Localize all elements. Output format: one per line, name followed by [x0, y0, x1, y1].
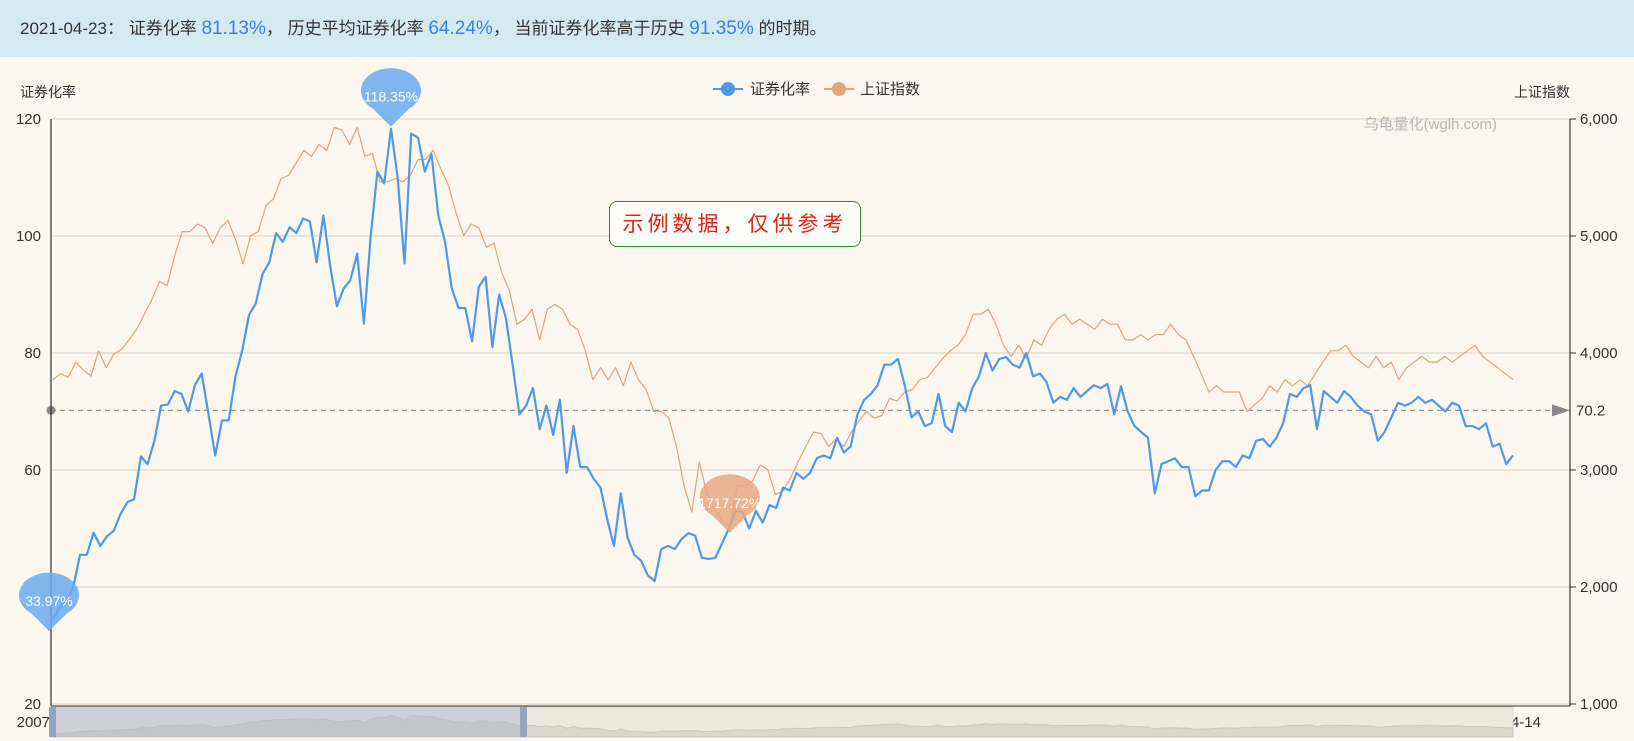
- y-right-tick-label: 6,000: [1580, 111, 1618, 128]
- legend-rate-icon: [721, 82, 735, 96]
- summary-comma-1: ，: [265, 19, 283, 38]
- y-right-tick-label: 4,000: [1580, 345, 1618, 362]
- legend-index-icon: [832, 82, 846, 96]
- max-marker-pin: [360, 68, 421, 127]
- current-rate-value: 81.13%: [201, 18, 266, 39]
- slider-handle-left[interactable]: [49, 707, 56, 737]
- series-index-polyline: [52, 126, 1514, 528]
- summary-sep: ：: [106, 19, 124, 38]
- y-left-tick-label: 80: [24, 345, 41, 362]
- sample-data-note: 示例数据，仅供参考: [609, 201, 861, 247]
- extreme-markers: 118.35% 33.97% 1717.72%: [19, 68, 761, 632]
- legend-item-index[interactable]: 上证指数: [824, 81, 920, 98]
- slider-handle-right[interactable]: [520, 707, 527, 737]
- y-right-tick-label: 5,000: [1580, 228, 1618, 245]
- legend[interactable]: 证券化率 上证指数: [713, 81, 920, 98]
- average-rate-value: 64.24%: [428, 18, 493, 39]
- legend-rate-label: 证券化率: [750, 81, 810, 98]
- summary-banner: 2021-04-23： 证券化率 81.13%， 历史平均证券化率 64.24%…: [0, 0, 1634, 57]
- summary-date: 2021-04-23: [20, 19, 107, 38]
- y-right-axis-title: 上证指数: [1514, 84, 1570, 100]
- y-right-tick-label: 3,000: [1580, 462, 1618, 479]
- line-chart: 70.2 20 60 80 100 120 1,000 2,000 3,000 4,000 5,0…: [16, 68, 1618, 738]
- summary-label-higher: 当前证券化率高于历史: [514, 19, 685, 38]
- y-left-tick-label: 60: [24, 462, 41, 479]
- average-arrow: [1552, 404, 1570, 417]
- max-marker-label: 118.35%: [364, 89, 418, 105]
- min-marker-pin: [19, 572, 80, 632]
- summary-comma-2: ，: [492, 19, 510, 38]
- y-left-axis-title: 证券化率: [20, 84, 76, 100]
- series-rate-polyline: [52, 127, 1514, 620]
- data-zoom-slider: [49, 706, 1514, 738]
- watermark-text: 乌龟量化(wglh.com): [1364, 116, 1497, 133]
- percentile-value: 91.35%: [689, 18, 754, 39]
- y-left-tick-label: 100: [16, 228, 41, 245]
- slider-selected-window[interactable]: [53, 707, 523, 737]
- y-left-tick-label: 20: [24, 696, 41, 713]
- series-index-line: [52, 126, 1514, 528]
- summary-label-avg: 历史平均证券化率: [287, 19, 424, 38]
- legend-index-label: 上证指数: [860, 81, 920, 98]
- summary-label-rate: 证券化率: [128, 19, 197, 38]
- y-left-tick-label: 120: [16, 111, 41, 128]
- average-value-label: 70.2: [1576, 402, 1605, 419]
- index-min-marker-label: 1717.72%: [698, 495, 761, 511]
- series-rate-line: [52, 127, 1514, 620]
- min-marker-label: 33.97%: [25, 593, 72, 609]
- summary-label-period: 的时期。: [758, 19, 827, 38]
- legend-item-rate[interactable]: 证券化率: [713, 81, 810, 98]
- y-right-tick-label: 1,000: [1580, 696, 1618, 713]
- y-right-tick-label: 2,000: [1580, 579, 1618, 596]
- index-min-marker-pin: [699, 474, 760, 533]
